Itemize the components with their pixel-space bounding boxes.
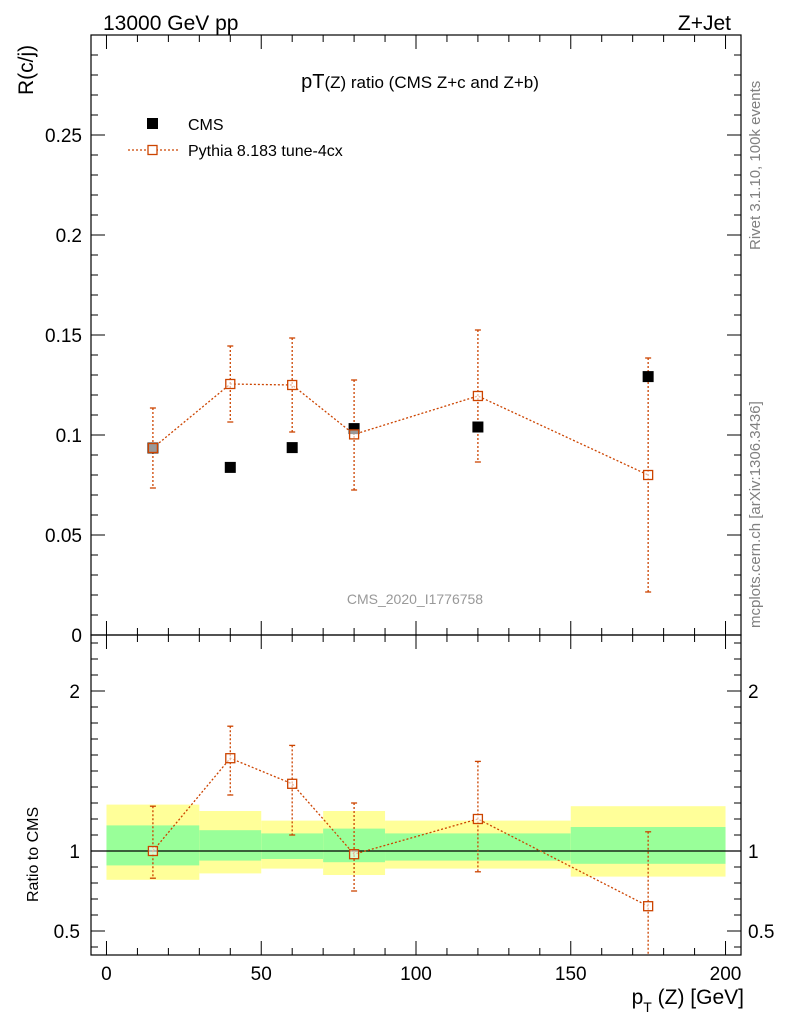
- y-tick-label: 0.2: [56, 226, 82, 247]
- legend-data-label: CMS: [188, 117, 224, 134]
- x-tick-label: 50: [251, 964, 272, 985]
- band-inner-bin: [199, 830, 262, 861]
- ratio-mc-point: [472, 813, 484, 825]
- x-axis-label: pT (Z) [GeV]: [632, 986, 744, 1015]
- y-tick-label: 0.1: [56, 426, 82, 447]
- y-tick-label: 0: [71, 626, 82, 647]
- ratio-mc-point: [287, 778, 298, 789]
- ratio-uncertainty-bands: [106, 804, 726, 880]
- cms-data-point: [286, 442, 298, 454]
- ratio-mc-point: [147, 845, 159, 857]
- mc-point: [348, 429, 360, 440]
- y-tick-label: 0.15: [45, 326, 82, 347]
- cms-data-point: [472, 421, 484, 433]
- plot-title-main: pT: [301, 71, 324, 93]
- ratio-y-tick-label: 2: [69, 682, 80, 703]
- mc-point: [642, 469, 654, 481]
- legend-data-marker: [147, 118, 158, 129]
- x-tick-label: 0: [101, 964, 112, 985]
- band-inner-bin: [261, 833, 324, 859]
- axis-ticks: 0 50 100 150 200 0 0.05 0.1 0.15 0.2 0.25 0.5 0.5 1 1 2…: [45, 34, 774, 985]
- mc-line: [152, 383, 649, 476]
- cms-data-point: [642, 371, 654, 383]
- ratio-y-tick-label: 1: [69, 842, 80, 863]
- analysis-watermark: CMS_2020_I1776758: [347, 591, 483, 607]
- plot-title: pT(Z) ratio (CMS Z+c and Z+b): [301, 71, 539, 93]
- plot-series: [147, 329, 654, 955]
- y-axis-label: R(c/j): [15, 45, 38, 95]
- ratio-y-tick-label-right: 0.5: [748, 922, 774, 943]
- x-axis-label-p: p: [632, 986, 644, 1009]
- mc-point: [287, 379, 298, 391]
- x-tick-label: 100: [400, 964, 432, 985]
- y-tick-label: 0.05: [45, 526, 82, 547]
- x-tick-label: 200: [710, 964, 742, 985]
- ratio-mc-point: [225, 753, 236, 764]
- ratio-y-tick-label-right: 1: [748, 842, 759, 863]
- mcplots-label: mcplots.cern.ch [arXiv:1306.3436]: [747, 401, 764, 628]
- cms-data-point: [224, 461, 236, 473]
- mc-point: [225, 378, 236, 390]
- y-tick-label: 0.25: [45, 126, 82, 147]
- mc-point: [472, 390, 484, 402]
- legend: CMS Pythia 8.183 tune-4cx: [128, 117, 343, 160]
- ratio-mc-line: [152, 757, 649, 907]
- ratio-mc-point: [348, 849, 360, 860]
- x-axis-label-rest: (Z) [GeV]: [652, 986, 744, 1009]
- ratio-y-axis-label: Ratio to CMS: [25, 807, 42, 902]
- legend-mc-marker: [147, 144, 158, 156]
- rivet-label: Rivet 3.1.10, 100k events: [747, 81, 764, 250]
- mc-point: [147, 442, 159, 454]
- plot-title-sub: (Z): [324, 73, 346, 92]
- ratio-y-tick-label: 0.5: [54, 922, 80, 943]
- ratio-y-tick-label-right: 2: [748, 682, 759, 703]
- x-tick-label: 150: [555, 964, 587, 985]
- plot-title-rest: ratio (CMS Z+c and Z+b): [346, 73, 539, 92]
- x-axis-label-sub: T: [643, 999, 652, 1015]
- process-label: Z+Jet: [678, 12, 731, 35]
- legend-mc-label: Pythia 8.183 tune-4cx: [188, 143, 343, 160]
- energy-label: 13000 GeV pp: [103, 12, 238, 35]
- cms-data-point: [348, 423, 360, 435]
- ratio-mc-point: [642, 901, 654, 912]
